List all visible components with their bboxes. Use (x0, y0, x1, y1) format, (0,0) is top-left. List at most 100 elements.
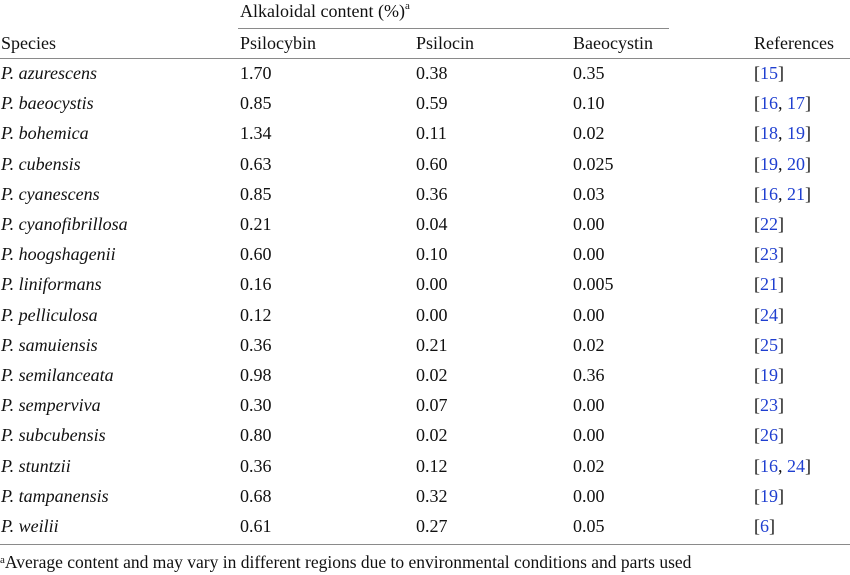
cell-references: [23] (754, 395, 784, 415)
cell-baeocystin: 0.00 (573, 486, 605, 506)
cell-psilocybin: 1.34 (240, 123, 272, 143)
cell-references: [19, 20] (754, 154, 811, 174)
reference-link[interactable]: 23 (760, 395, 778, 415)
cell-species: P. subcubensis (1, 425, 106, 445)
cell-baeocystin: 0.00 (573, 214, 605, 234)
cell-psilocybin: 0.12 (240, 305, 272, 325)
reference-link[interactable]: 25 (760, 335, 778, 355)
cell-species: P. cyanofibrillosa (1, 214, 128, 234)
reference-link[interactable]: 19 (760, 486, 778, 506)
cell-baeocystin: 0.10 (573, 93, 605, 113)
cell-species: P. pelliculosa (1, 305, 98, 325)
cell-references: [23] (754, 244, 784, 264)
cell-psilocin: 0.10 (416, 244, 448, 264)
reference-link[interactable]: 18 (760, 123, 778, 143)
cell-psilocybin: 0.63 (240, 154, 272, 174)
cell-references: [22] (754, 214, 784, 234)
cell-psilocin: 0.27 (416, 516, 448, 536)
cell-references: [19] (754, 365, 784, 385)
cell-psilocybin: 0.68 (240, 486, 272, 506)
reference-link[interactable]: 6 (760, 516, 769, 536)
reference-link[interactable]: 24 (787, 456, 805, 476)
cell-baeocystin: 0.00 (573, 244, 605, 264)
cell-psilocybin: 0.21 (240, 214, 272, 234)
cell-psilocin: 0.02 (416, 365, 448, 385)
cell-psilocin: 0.36 (416, 184, 448, 204)
cell-psilocin: 0.12 (416, 456, 448, 476)
reference-link[interactable]: 21 (760, 274, 778, 294)
cell-baeocystin: 0.02 (573, 456, 605, 476)
reference-link[interactable]: 19 (787, 123, 805, 143)
reference-link[interactable]: 21 (787, 184, 805, 204)
reference-link[interactable]: 16 (760, 93, 778, 113)
footnote-mark: a (0, 554, 5, 566)
cell-psilocin: 0.00 (416, 274, 448, 294)
reference-link[interactable]: 19 (760, 154, 778, 174)
cell-species: P. cyanescens (1, 184, 100, 204)
cell-psilocin: 0.00 (416, 305, 448, 325)
cell-psilocybin: 1.70 (240, 63, 272, 83)
cell-species: P. stuntzii (1, 456, 71, 476)
column-header-references: References (754, 33, 834, 53)
cell-references: [16, 17] (754, 93, 811, 113)
reference-link[interactable]: 22 (760, 214, 778, 234)
cell-psilocybin: 0.36 (240, 456, 272, 476)
reference-link[interactable]: 24 (760, 305, 778, 325)
cell-psilocybin: 0.60 (240, 244, 272, 264)
reference-link[interactable]: 16 (760, 184, 778, 204)
cell-psilocybin: 0.61 (240, 516, 272, 536)
cell-references: [25] (754, 335, 784, 355)
cell-baeocystin: 0.05 (573, 516, 605, 536)
cell-baeocystin: 0.36 (573, 365, 605, 385)
reference-link[interactable]: 23 (760, 244, 778, 264)
cell-references: [16, 24] (754, 456, 811, 476)
reference-link[interactable]: 26 (760, 425, 778, 445)
group-header-rule (238, 28, 669, 29)
cell-psilocin: 0.11 (416, 123, 447, 143)
cell-psilocybin: 0.30 (240, 395, 272, 415)
cell-species: P. tampanensis (1, 486, 109, 506)
cell-references: [19] (754, 486, 784, 506)
group-header: Alkaloidal content (%)a (240, 0, 410, 22)
footnote: aAverage content and may vary in differe… (0, 551, 691, 573)
cell-references: [16, 21] (754, 184, 811, 204)
cell-psilocin: 0.07 (416, 395, 448, 415)
cell-psilocin: 0.60 (416, 154, 448, 174)
cell-psilocin: 0.59 (416, 93, 448, 113)
cell-species: P. semilanceata (1, 365, 114, 385)
cell-psilocin: 0.02 (416, 425, 448, 445)
cell-psilocin: 0.04 (416, 214, 448, 234)
cell-psilocybin: 0.98 (240, 365, 272, 385)
cell-references: [15] (754, 63, 784, 83)
cell-references: [24] (754, 305, 784, 325)
footer-rule (0, 544, 850, 545)
cell-baeocystin: 0.005 (573, 274, 614, 294)
cell-species: P. liniformans (1, 274, 102, 294)
group-header-footnote-mark: a (404, 0, 410, 12)
cell-references: [6] (754, 516, 775, 536)
cell-species: P. bohemica (1, 123, 89, 143)
cell-psilocin: 0.21 (416, 335, 448, 355)
cell-species: P. weilii (1, 516, 59, 536)
cell-species: P. semperviva (1, 395, 101, 415)
cell-species: P. baeocystis (1, 93, 94, 113)
reference-link[interactable]: 20 (787, 154, 805, 174)
header-rule (0, 58, 850, 59)
reference-link[interactable]: 15 (760, 63, 778, 83)
reference-link[interactable]: 16 (760, 456, 778, 476)
reference-link[interactable]: 17 (787, 93, 805, 113)
cell-psilocin: 0.32 (416, 486, 448, 506)
cell-baeocystin: 0.025 (573, 154, 614, 174)
cell-baeocystin: 0.03 (573, 184, 605, 204)
reference-link[interactable]: 19 (760, 365, 778, 385)
cell-baeocystin: 0.02 (573, 123, 605, 143)
cell-references: [21] (754, 274, 784, 294)
cell-psilocybin: 0.36 (240, 335, 272, 355)
cell-baeocystin: 0.00 (573, 305, 605, 325)
cell-psilocybin: 0.80 (240, 425, 272, 445)
cell-species: P. cubensis (1, 154, 81, 174)
group-header-label: Alkaloidal content (%) (240, 1, 405, 21)
column-header-species: Species (1, 33, 56, 53)
cell-species: P. hoogshagenii (1, 244, 116, 264)
column-header-psilocybin: Psilocybin (240, 33, 317, 53)
